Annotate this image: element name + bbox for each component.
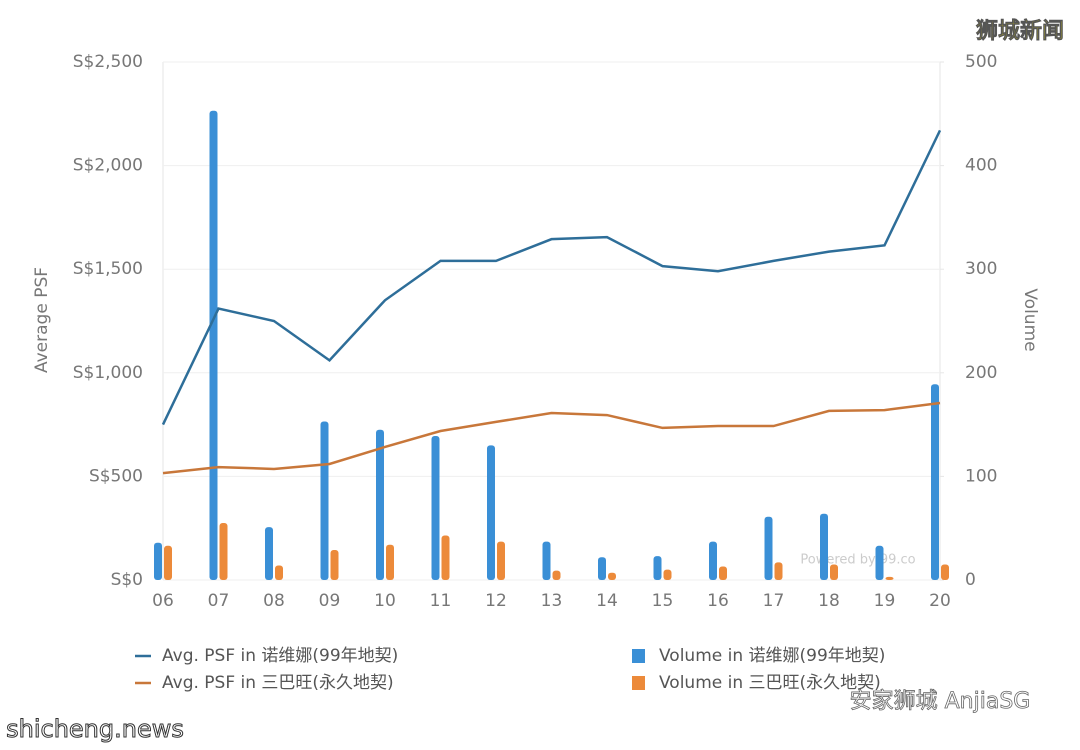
bar bbox=[552, 570, 561, 580]
watermark: 安家狮城 AnjiaSG bbox=[850, 689, 1031, 714]
bar bbox=[931, 384, 939, 580]
credit: Powered by 99.co bbox=[800, 553, 915, 568]
bar bbox=[209, 110, 218, 580]
bar bbox=[774, 562, 783, 580]
bar bbox=[497, 541, 505, 580]
bar bbox=[663, 569, 672, 580]
bar bbox=[653, 556, 662, 580]
bar bbox=[219, 523, 228, 580]
y-tick-label: S$500 bbox=[89, 466, 143, 486]
bar bbox=[709, 541, 717, 580]
legend-label: Volume in 三巴旺(永久地契) bbox=[659, 673, 881, 693]
x-tick-label: 08 bbox=[263, 591, 285, 611]
y2-tick-label: 100 bbox=[965, 466, 997, 486]
bar bbox=[764, 516, 773, 580]
bar bbox=[164, 545, 172, 580]
x-tick-label: 11 bbox=[430, 591, 452, 611]
x-tick-label: 20 bbox=[929, 591, 951, 611]
bar bbox=[275, 565, 283, 580]
x-tick-label: 18 bbox=[818, 591, 840, 611]
bar bbox=[154, 542, 162, 580]
bar bbox=[330, 549, 339, 580]
y-tick-label: S$1,500 bbox=[73, 259, 143, 279]
x-tick-label: 12 bbox=[485, 591, 507, 611]
x-tick-label: 17 bbox=[763, 591, 785, 611]
bar bbox=[608, 572, 616, 580]
x-tick-label: 13 bbox=[541, 591, 563, 611]
x-tick-label: 10 bbox=[374, 591, 396, 611]
x-tick-label: 14 bbox=[596, 591, 618, 611]
bar bbox=[820, 513, 828, 580]
bar bbox=[320, 421, 329, 580]
legend-label: Avg. PSF in 诺维娜(99年地契) bbox=[162, 646, 398, 666]
y-tick-label: S$2,500 bbox=[73, 52, 143, 72]
y2-tick-label: 500 bbox=[965, 52, 997, 72]
bar bbox=[875, 545, 884, 580]
bar bbox=[441, 535, 450, 580]
y-tick-label: S$1,000 bbox=[73, 363, 143, 383]
bar bbox=[885, 576, 894, 580]
bar bbox=[941, 564, 949, 580]
y-axis-title: Average PSF bbox=[32, 267, 52, 373]
bar bbox=[386, 544, 394, 580]
x-tick-label: 07 bbox=[208, 591, 230, 611]
y-tick-label: S$0 bbox=[111, 570, 143, 590]
x-tick-label: 16 bbox=[707, 591, 729, 611]
line bbox=[162, 401, 941, 475]
y-tick-label: S$2,000 bbox=[73, 156, 143, 176]
legend-label: Volume in 诺维娜(99年地契) bbox=[659, 646, 885, 666]
bar bbox=[376, 429, 384, 580]
line bbox=[161, 129, 942, 426]
legend-label: Avg. PSF in 三巴旺(永久地契) bbox=[162, 673, 394, 693]
x-tick-label: 19 bbox=[874, 591, 896, 611]
bar bbox=[719, 566, 727, 580]
bar bbox=[830, 564, 838, 580]
bar bbox=[487, 445, 495, 580]
y2-axis-title: Volume bbox=[1020, 288, 1040, 351]
x-tick-label: 06 bbox=[152, 591, 174, 611]
x-tick-label: 09 bbox=[319, 591, 341, 611]
bar bbox=[431, 435, 440, 580]
legend-swatch bbox=[632, 649, 645, 663]
y2-tick-label: 0 bbox=[965, 570, 976, 590]
y2-tick-label: 200 bbox=[965, 363, 997, 383]
bar bbox=[265, 527, 273, 580]
y2-tick-label: 400 bbox=[965, 156, 997, 176]
watermark: 狮城新闻 bbox=[976, 18, 1064, 44]
legend-swatch bbox=[632, 676, 645, 690]
watermark: shicheng.news bbox=[6, 715, 184, 743]
bar bbox=[598, 557, 606, 580]
bar bbox=[542, 541, 551, 580]
y2-tick-label: 300 bbox=[965, 259, 997, 279]
x-tick-label: 15 bbox=[652, 591, 674, 611]
